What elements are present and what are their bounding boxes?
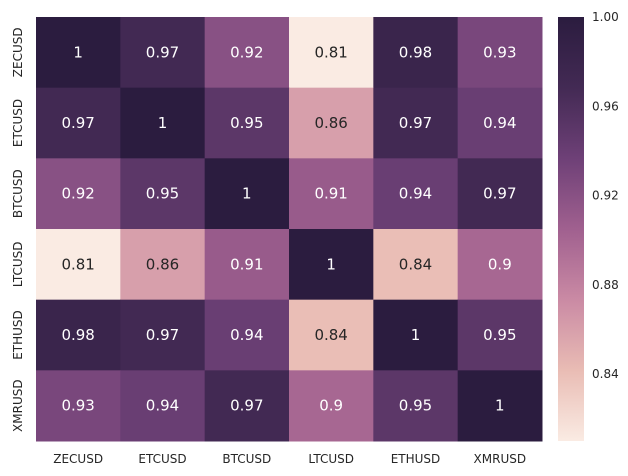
heatmap-cell-label: 0.91 — [314, 185, 347, 203]
heatmap-cell — [289, 229, 374, 301]
heatmap-cell — [36, 158, 121, 230]
heatmap-cell-label: 0.94 — [146, 397, 179, 415]
y-tick-label: LTCUSD — [11, 241, 25, 287]
heatmap-cell — [289, 158, 374, 230]
heatmap-cell-label: 0.97 — [61, 114, 94, 132]
heatmap-cell — [373, 158, 459, 230]
heatmap-cell-label: 0.84 — [314, 326, 347, 344]
x-tick-label: LTCUSD — [308, 452, 354, 466]
y-tick-label: ETCUSD — [11, 99, 25, 147]
x-tick-label: XMRUSD — [474, 452, 527, 466]
heatmap-cell-label: 0.92 — [230, 43, 263, 61]
heatmap-cell — [373, 87, 459, 159]
heatmap-cell — [204, 229, 290, 301]
heatmap-cell-label: 0.86 — [146, 255, 179, 273]
heatmap-cell — [120, 299, 206, 371]
heatmap-cell-label: 0.81 — [314, 43, 347, 61]
y-tick-label: XMRUSD — [11, 379, 25, 432]
heatmap-cell-label: 0.97 — [399, 114, 432, 132]
heatmap-cell — [289, 17, 374, 89]
heatmap-cell — [457, 17, 543, 89]
heatmap-cell — [457, 87, 543, 159]
heatmap-cell — [457, 158, 543, 230]
heatmap-cell-label: 1 — [73, 43, 83, 61]
heatmap-cell — [36, 87, 121, 159]
heatmap-cells — [36, 17, 543, 442]
heatmap-cell — [289, 370, 374, 442]
heatmap-cell-label: 1 — [495, 397, 505, 415]
heatmap-cell-label: 1 — [326, 255, 336, 273]
y-tick-label: BTCUSD — [11, 169, 25, 218]
heatmap-cell-label: 0.91 — [230, 255, 263, 273]
y-axis-tick-labels: ZECUSD ETCUSD BTCUSD LTCUSD ETHUSD XMRUSD — [11, 27, 25, 432]
heatmap-cell — [457, 299, 543, 371]
colorbar-tick-label: 0.88 — [592, 278, 619, 292]
heatmap-cell — [36, 17, 121, 89]
y-tick-label: ZECUSD — [11, 27, 25, 77]
heatmap-cell — [373, 299, 459, 371]
heatmap-cell-label: 0.97 — [230, 397, 263, 415]
heatmap-cell — [204, 17, 290, 89]
heatmap-cell-label: 0.86 — [314, 114, 347, 132]
heatmap-cell — [120, 87, 206, 159]
x-tick-label: ETHUSD — [391, 452, 441, 466]
heatmap-cell-label: 0.81 — [61, 255, 94, 273]
heatmap-cell-label: 0.98 — [61, 326, 94, 344]
heatmap-cell — [120, 229, 206, 301]
heatmap-cell-label: 0.95 — [399, 397, 432, 415]
heatmap-cell-label: 0.95 — [483, 326, 516, 344]
heatmap-cell — [36, 229, 121, 301]
heatmap-cell-label: 0.94 — [230, 326, 263, 344]
heatmap-cell — [373, 17, 459, 89]
x-tick-label: BTCUSD — [222, 452, 271, 466]
heatmap-cell — [457, 229, 543, 301]
heatmap-cell-label: 0.95 — [230, 114, 263, 132]
heatmap-cell — [204, 87, 290, 159]
heatmap-cell-label: 0.95 — [146, 185, 179, 203]
colorbar-tick-label: 1.00 — [592, 10, 619, 24]
heatmap-cell-label: 0.92 — [61, 185, 94, 203]
x-axis-tick-labels: ZECUSD ETCUSD BTCUSD LTCUSD ETHUSD XMRUSD — [53, 452, 526, 466]
colorbar-tick-label: 0.84 — [592, 367, 619, 381]
heatmap-cell — [289, 87, 374, 159]
heatmap-cell-label: 1 — [242, 185, 252, 203]
heatmap-cell — [204, 299, 290, 371]
heatmap-cell — [373, 229, 459, 301]
heatmap-cell — [289, 299, 374, 371]
x-tick-label: ZECUSD — [53, 452, 103, 466]
x-tick-label: ETCUSD — [138, 452, 186, 466]
heatmap-cell-label: 0.93 — [61, 397, 94, 415]
colorbar — [558, 17, 584, 441]
heatmap-cell — [36, 370, 121, 442]
heatmap-cell — [373, 370, 459, 442]
heatmap-cell-label: 0.9 — [319, 397, 343, 415]
y-tick-label: ETHUSD — [11, 310, 25, 360]
heatmap-cell — [204, 158, 290, 230]
heatmap-cell-label: 0.98 — [399, 43, 432, 61]
heatmap-cell — [120, 17, 206, 89]
colorbar-tick-label: 0.96 — [592, 99, 619, 113]
heatmap-cell-label: 0.94 — [483, 114, 516, 132]
heatmap-cell — [120, 158, 206, 230]
heatmap-cell-label: 0.94 — [399, 185, 432, 203]
heatmap-annotations: 1 0.97 0.92 0.81 0.98 0.93 0.97 1 0.95 0.86 0.97 0.… — [61, 43, 516, 414]
heatmap-cell-label: 0.97 — [146, 326, 179, 344]
colorbar-tick-labels: 0.84 0.88 0.92 0.96 1.00 — [592, 10, 619, 381]
heatmap-cell-label: 0.97 — [146, 43, 179, 61]
heatmap-cell-label: 0.84 — [399, 255, 432, 273]
heatmap-cell — [204, 370, 290, 442]
heatmap-cell-label: 1 — [411, 326, 421, 344]
colorbar-tick-label: 0.92 — [592, 189, 619, 203]
heatmap-cell-label: 0.9 — [488, 255, 512, 273]
heatmap-cell-label: 1 — [158, 114, 168, 132]
heatmap-cell — [36, 299, 121, 371]
heatmap-cell — [120, 370, 206, 442]
heatmap-cell-label: 0.93 — [483, 43, 516, 61]
heatmap-cell-label: 0.97 — [483, 185, 516, 203]
heatmap-cell — [457, 370, 543, 442]
